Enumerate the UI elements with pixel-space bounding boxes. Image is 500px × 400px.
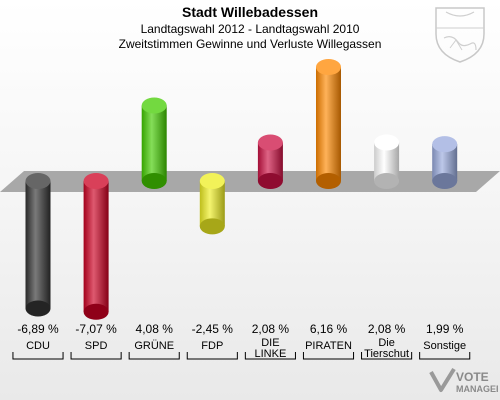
category-bracket xyxy=(244,352,296,360)
category-label: GRÜNE xyxy=(134,340,174,352)
coat-of-arms-icon xyxy=(435,7,485,63)
bar-1 xyxy=(83,173,109,320)
category-label: DIE xyxy=(261,337,279,349)
baseline-plane xyxy=(0,171,500,192)
votemanager-logo: VOTE MANAGER xyxy=(429,367,498,394)
category-bracket xyxy=(70,352,122,360)
chart-title: Stadt Willebadessen xyxy=(181,4,319,20)
bar-2 xyxy=(141,97,167,189)
value-label: 2,08 % xyxy=(368,322,406,336)
category-bracket xyxy=(302,352,355,360)
category-label: SPD xyxy=(85,340,108,352)
category-label: FDP xyxy=(201,340,223,352)
bar-4 xyxy=(257,134,283,189)
value-label: 1,99 % xyxy=(426,322,464,336)
bar-6 xyxy=(374,134,400,189)
bar-3 xyxy=(199,173,225,235)
value-label: 4,08 % xyxy=(136,322,174,336)
category-label: Sonstige xyxy=(423,340,466,352)
bar-5 xyxy=(316,59,341,189)
bar-7 xyxy=(432,136,458,189)
category-label: CDU xyxy=(26,340,50,352)
category-bracket xyxy=(419,352,471,360)
category-label: PIRATEN xyxy=(305,340,352,352)
svg-text:MANAGER: MANAGER xyxy=(456,384,498,394)
value-label: -6,89 % xyxy=(17,322,59,336)
category-label: LINKE xyxy=(255,348,287,360)
category-bracket xyxy=(128,352,180,360)
category-label: Die xyxy=(378,337,395,349)
chart-subtitle: Landtagswahl 2012 - Landtagswahl 2010 xyxy=(140,22,360,36)
category-bracket xyxy=(12,352,64,360)
value-label: -7,07 % xyxy=(75,322,117,336)
value-label: 6,16 % xyxy=(310,322,348,336)
chart-subtitle-secondary: Zweitstimmen Gewinne und Verluste Willeg… xyxy=(118,37,382,51)
category-bracket xyxy=(361,352,413,360)
category-label: Tierschut xyxy=(364,348,409,360)
bar-0 xyxy=(25,173,51,317)
category-bracket xyxy=(186,352,238,360)
value-label: -2,45 % xyxy=(192,322,234,336)
svg-text:VOTE: VOTE xyxy=(456,370,489,384)
value-label: 2,08 % xyxy=(252,322,290,336)
